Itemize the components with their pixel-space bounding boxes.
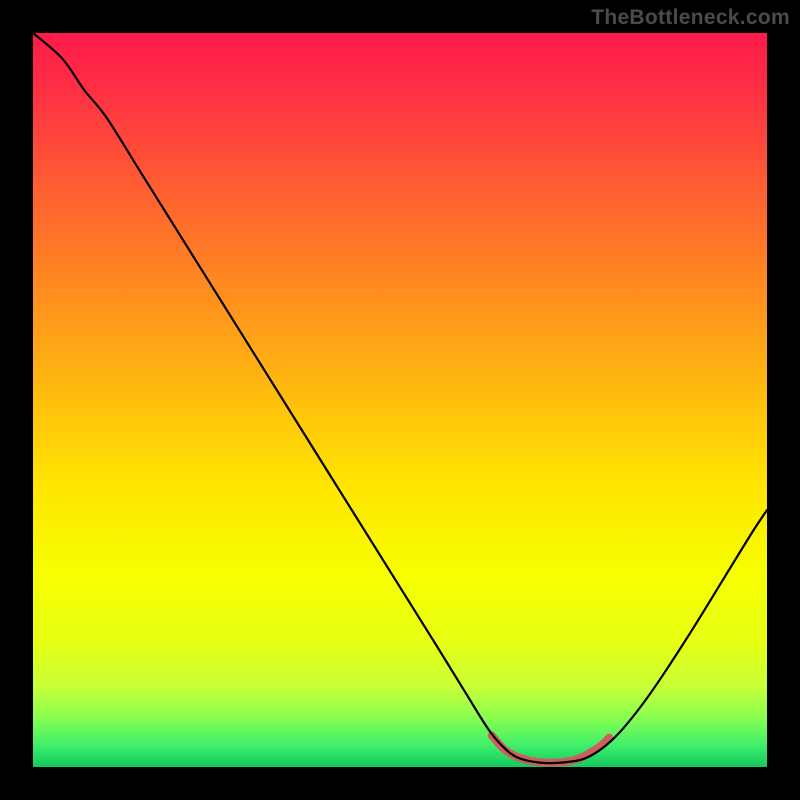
chart-stage: TheBottleneck.com [0, 0, 800, 800]
watermark-text: TheBottleneck.com [591, 6, 790, 30]
chart-svg [0, 0, 800, 800]
plot-background [33, 33, 767, 767]
